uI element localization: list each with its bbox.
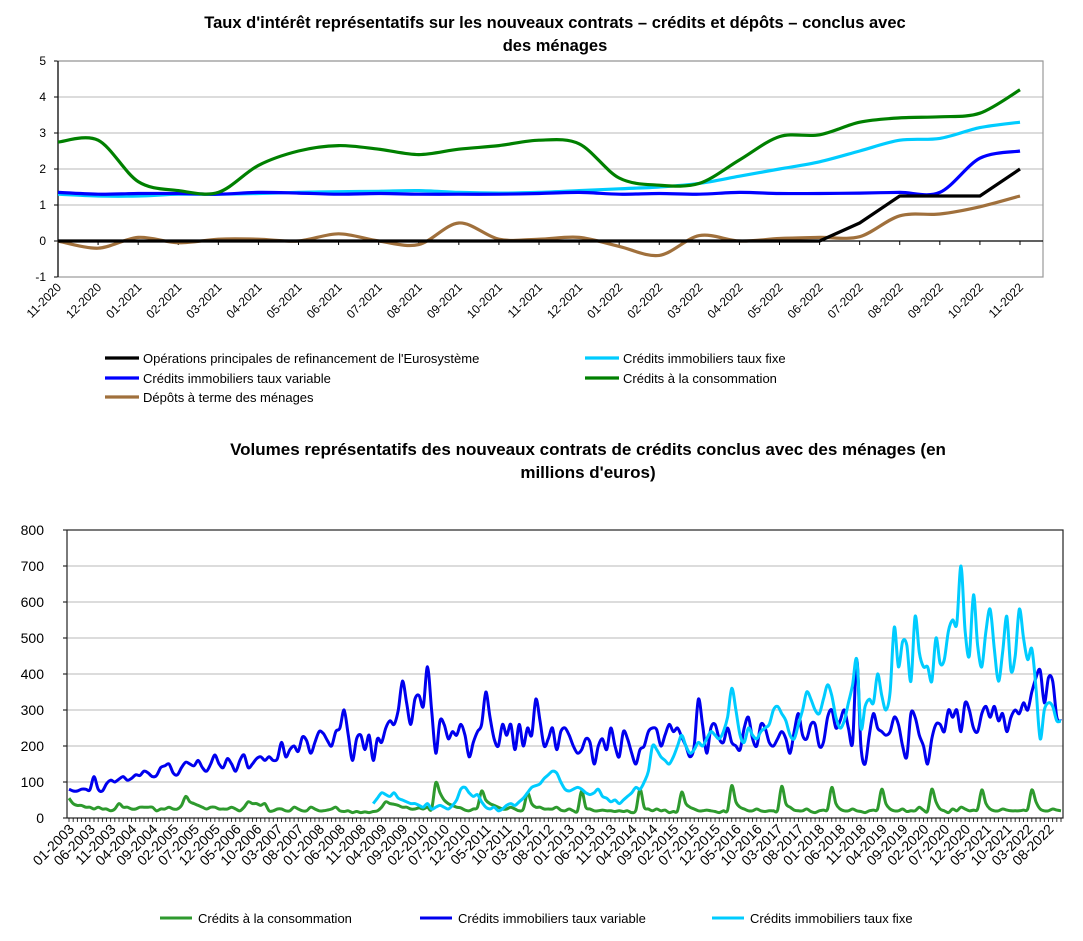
series-line-1 (68, 658, 1062, 793)
x-tick-label: 09-2022 (905, 280, 946, 321)
y-tick-label: 700 (21, 558, 45, 574)
chart-title-line-2: des ménages (503, 37, 608, 55)
y-tick-label: 500 (21, 630, 45, 646)
chart-title-line-1: Taux d'intérêt représentatifs sur les no… (204, 14, 905, 32)
x-tick-label: 04-2021 (223, 280, 264, 321)
series-line-0 (58, 167, 1021, 243)
legend-label: Crédits à la consommation (623, 371, 777, 386)
x-tick-label: 02-2022 (624, 280, 665, 321)
y-tick-label: 5 (39, 54, 46, 68)
y-tick-label: 600 (21, 594, 45, 610)
series-line-4 (57, 194, 1021, 258)
y-tick-label: 200 (21, 738, 45, 754)
interest-rate-chart: Taux d'intérêt représentatifs sur les no… (24, 14, 1044, 405)
y-tick-label: 0 (39, 234, 46, 248)
y-tick-label: 0 (36, 810, 44, 826)
y-tick-label: 100 (21, 774, 45, 790)
x-tick-label: 01-2022 (584, 280, 625, 321)
y-tick-label: -1 (35, 270, 46, 284)
legend-label: Crédits immobiliers taux variable (143, 371, 331, 386)
x-tick-label: 10-2021 (464, 280, 505, 321)
x-tick-label: 03-2021 (183, 280, 224, 321)
x-tick-label: 06-2021 (304, 280, 345, 321)
x-tick-label: 08-2022 (865, 280, 906, 321)
legend-label: Crédits immobiliers taux fixe (623, 351, 786, 366)
series-line-2 (57, 149, 1021, 197)
chart-title-line-2: millions d'euros) (520, 463, 655, 482)
legend-label: Crédits immobiliers taux fixe (750, 911, 913, 926)
x-tick-label: 06-2022 (785, 280, 826, 321)
x-tick-label: 07-2021 (344, 280, 385, 321)
series-line-0 (67, 780, 1062, 815)
x-tick-label: 11-2020 (24, 280, 65, 321)
y-tick-label: 3 (39, 126, 46, 140)
x-tick-label: 03-2022 (664, 280, 705, 321)
x-tick-label: 11-2022 (986, 280, 1027, 321)
x-tick-label: 04-2022 (704, 280, 745, 321)
y-tick-label: 800 (21, 522, 45, 538)
x-tick-label: 09-2021 (424, 280, 465, 321)
y-tick-label: 300 (21, 702, 45, 718)
series-line-2 (372, 564, 1062, 813)
y-tick-label: 2 (39, 162, 46, 176)
y-tick-label: 1 (39, 198, 46, 212)
legend: Opérations principales de refinancement … (105, 351, 786, 405)
x-tick-label: 12-2021 (544, 280, 585, 321)
x-tick-label: 10-2022 (945, 280, 986, 321)
legend-label: Crédits à la consommation (198, 911, 352, 926)
x-tick-label: 08-2021 (384, 280, 425, 321)
x-tick-label: 11-2021 (505, 280, 546, 321)
series-line-3 (57, 88, 1021, 196)
x-tick-label: 02-2021 (143, 280, 184, 321)
x-tick-label: 12-2020 (63, 280, 104, 321)
loan-volume-chart: Volumes représentatifs des nouveaux cont… (21, 440, 1064, 926)
x-tick-label: 07-2022 (825, 280, 866, 321)
chart-title-line-1: Volumes représentatifs des nouveaux cont… (230, 440, 946, 459)
legend-label: Opérations principales de refinancement … (143, 351, 479, 366)
legend-label: Crédits immobiliers taux variable (458, 911, 646, 926)
legend-label: Dépôts à terme des ménages (143, 390, 314, 405)
y-tick-label: 4 (39, 90, 46, 104)
x-tick-label: 05-2021 (264, 280, 305, 321)
legend: Crédits à la consommation Crédits immobil… (160, 911, 913, 926)
x-tick-label: 05-2022 (745, 280, 786, 321)
y-tick-label: 400 (21, 666, 45, 682)
x-tick-label: 01-2021 (103, 280, 144, 321)
